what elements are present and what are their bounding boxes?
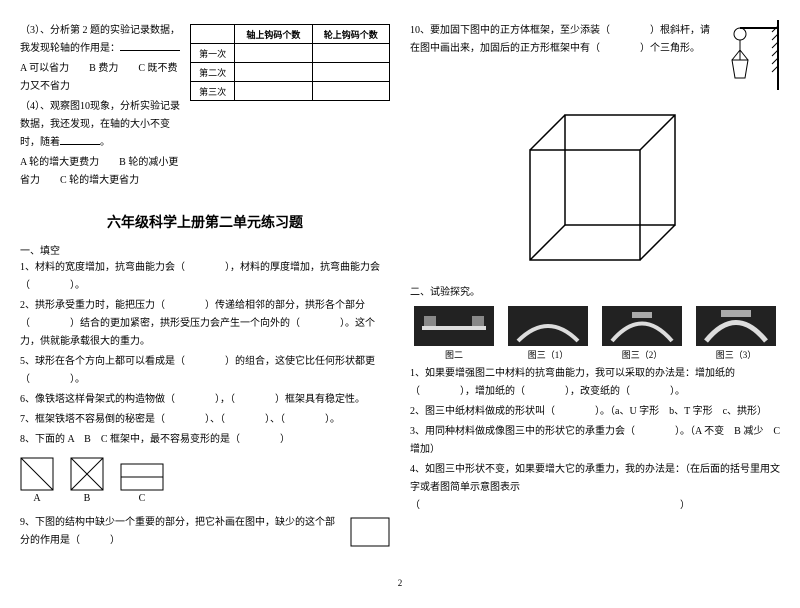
fig-3-1-icon: [504, 306, 592, 346]
pulley-icon: [720, 20, 780, 90]
cube-icon: [510, 100, 680, 270]
fill-7: 7、框架铁塔不容易倒的秘密是（ ）、（ ）、（ ）。: [20, 411, 390, 429]
worksheet-title: 六年级科学上册第二单元练习题: [20, 212, 390, 232]
q3-text: （3）、分析第 2 题的实验记录数据，我发现轮轴的作用是：: [20, 22, 180, 58]
fig-2-icon: [410, 306, 498, 346]
page-number: 2: [20, 578, 780, 588]
exp-4: 4、如图三中形状不变，如果要增大它的承重力，我的办法是：（在后面的括号里用文字或…: [410, 461, 780, 515]
record-table: 轴上钩码个数 轮上钩码个数 第一次 第二次 第三次: [190, 24, 390, 101]
fill-1: 1、材料的宽度增加，抗弯曲能力会（ ），材料的厚度增加，抗弯曲能力会（ ）。: [20, 259, 390, 295]
shape-b-icon: [70, 457, 104, 491]
fill-6: 6、像铁塔这样骨架式的构造物做（ ），（ ）框架具有稳定性。: [20, 391, 390, 409]
q4-options: A 轮的增大更费力 B 轮的减小更省力 C 轮的增大更省力: [20, 154, 180, 190]
exp-2: 2、图三中纸材料做成的形状叫（ ）。（a、U 字形 b、T 字形 c、拱形）: [410, 403, 780, 421]
q3-options: A 可以省力 B 费力 C 既不费力又不省力: [20, 60, 180, 96]
shape-options: A B C: [20, 457, 390, 504]
q9-shape-icon: [350, 517, 390, 547]
shape-a-icon: [20, 457, 54, 491]
q10-text: 10、要加固下图中的正方体框架，至少添装（ ）根斜杆，请在图中画出来，加固后的正…: [410, 22, 710, 58]
fill-5: 5、球形在各个方向上都可以看成是（ ）的组合，这使它比任何形状都更（ ）。: [20, 353, 390, 389]
q9-text: 9、下图的结构中缺少一个重要的部分，把它补画在图中，缺少的这个部分的作用是（ ）: [20, 514, 338, 550]
shape-c-icon: [120, 463, 164, 491]
section-2-heading: 二、试验探究。: [410, 283, 780, 298]
exp-1: 1、如果要增强图二中材料的抗弯曲能力，我可以采取的办法是：增加纸的（ ），增加纸…: [410, 365, 780, 401]
fig-3-2-icon: [598, 306, 686, 346]
q4-text: （4）、观察图10现象，分析实验记录数据，我还发现，在轴的大小不变时，随着。: [20, 98, 180, 152]
arch-figures: 图二 图三（1） 图三（2）: [410, 306, 780, 361]
section-1-heading: 一、填空: [20, 242, 390, 257]
exp-3: 3、用同种材料做成像图三中的形状它的承重力会（ ）。（A 不变 B 减少 C 增…: [410, 423, 780, 459]
fig-3-3-icon: [692, 306, 780, 346]
fill-2: 2、拱形承受重力时，能把压力（ ）传递给相邻的部分，拱形各个部分（ ）结合的更加…: [20, 297, 390, 351]
fill-8: 8、下面的 A B C 框架中，最不容易变形的是（ ）: [20, 431, 390, 449]
